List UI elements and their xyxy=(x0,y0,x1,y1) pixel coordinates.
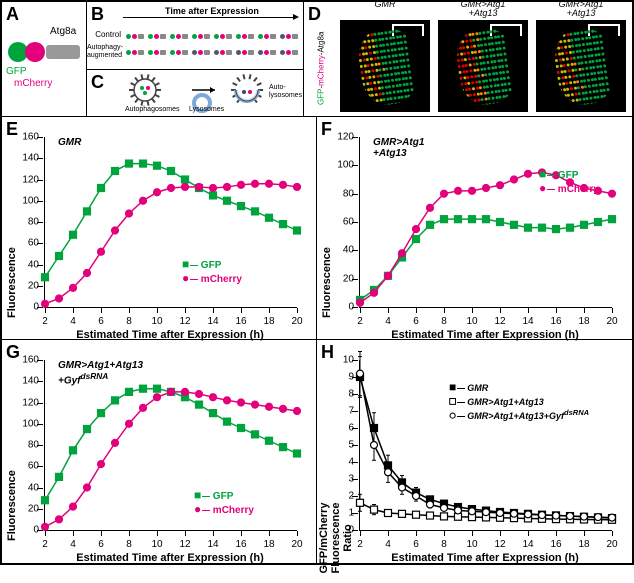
mcherry-circle xyxy=(25,42,45,62)
fusion-construct-diagram: Atg8a GFP mCherry xyxy=(10,42,80,62)
autophagosome-label: Autophagosomes xyxy=(125,106,179,113)
panel-b-label: B xyxy=(91,4,104,25)
chart-legend: ■ GFP● mCherry xyxy=(194,488,254,516)
mcherry-text: mCherry xyxy=(14,78,52,89)
figure-container: A Atg8a GFP mCherry B Time after Express… xyxy=(0,0,634,565)
panel-d: D GFP-mCherry-Atg8a GMRGMR>Atg1+Atg13GMR… xyxy=(304,2,632,117)
chart-area: 0204060801001201401602468101214161820 xyxy=(44,137,297,308)
panel-e: E 0204060801001201401602468101214161820F… xyxy=(2,117,317,340)
time-arrow-title: Time after Expression xyxy=(165,6,259,16)
chart-legend: ■ GFP● mCherry xyxy=(539,167,599,195)
autolysosome-label: Auto-lysosomes xyxy=(269,84,302,100)
time-arrow xyxy=(123,17,293,18)
atg8a-text: Atg8a xyxy=(50,26,76,37)
panel-f: F 0204060801001202468101214161820Fluores… xyxy=(317,117,632,340)
row2-label: Autophagy-augmented xyxy=(87,44,121,60)
atg8a-bar xyxy=(46,45,80,59)
panel-g: G 0204060801001201401602468101214161820F… xyxy=(2,340,317,563)
panel-a: A Atg8a GFP mCherry xyxy=(2,2,87,117)
panel-d-side-label: GFP-mCherry-Atg8a xyxy=(317,15,326,105)
gfp-text: GFP xyxy=(6,66,27,77)
panel-c: C Autophagosomes Lysosomes Auto-lysosome… xyxy=(87,70,304,117)
panel-h: H 0123456789102468101214161820GFP/mCherr… xyxy=(317,340,632,563)
chart-area: 0204060801001202468101214161820 xyxy=(359,137,612,308)
panel-a-label: A xyxy=(6,4,19,25)
chart-legend: ■ GMR■ GMR>Atg1+Atg13● GMR>Atg1+Atg13+Gy… xyxy=(449,380,589,422)
lysosome-label: Lysosomes xyxy=(189,106,224,113)
panel-b: B Time after Expression Control Autophag… xyxy=(87,2,304,70)
chart-legend: ■ GFP● mCherry xyxy=(182,257,242,285)
row1-label: Control xyxy=(91,30,121,39)
